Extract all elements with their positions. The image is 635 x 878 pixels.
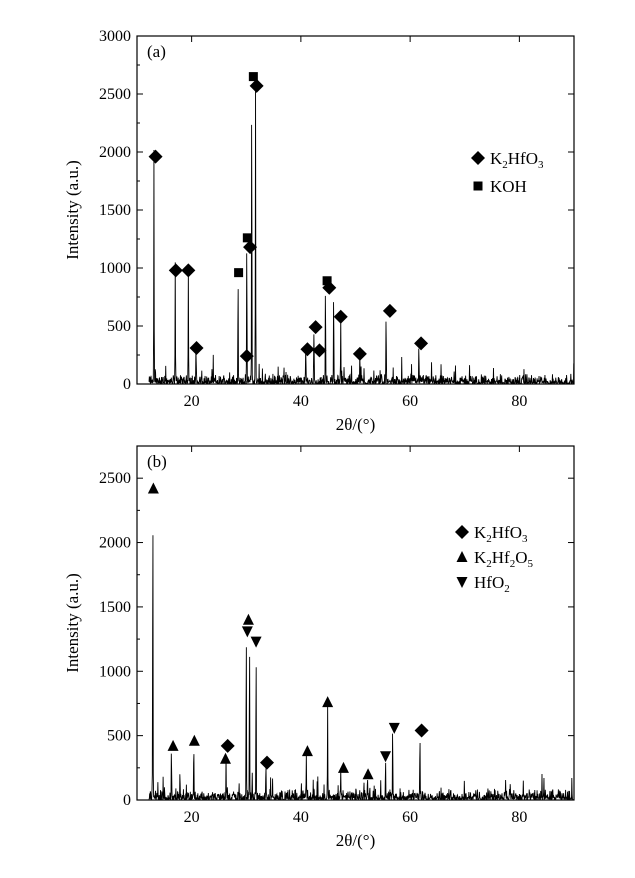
legend-square-icon bbox=[473, 181, 483, 191]
diamond-marker bbox=[181, 263, 196, 278]
diamond-marker bbox=[189, 341, 204, 356]
y-tick-label: 1000 bbox=[99, 260, 131, 277]
triangle-down-marker bbox=[380, 751, 392, 763]
triangle-down-marker bbox=[250, 636, 262, 648]
triangle-up-marker bbox=[242, 613, 254, 625]
diamond-marker bbox=[148, 149, 163, 164]
diamond-marker bbox=[352, 346, 367, 361]
legend-diamond-icon bbox=[471, 151, 485, 165]
y-tick-label: 1000 bbox=[99, 663, 131, 680]
legend: K2HfO3 KOH bbox=[471, 149, 544, 196]
triangle-up-marker bbox=[219, 752, 231, 764]
legend: K2HfO3 K2Hf2O5 HfO2 bbox=[455, 523, 534, 595]
chart-panel-b: 0 500 1000 1500 2000 2500 20 40 60 80 2θ/(°) Intens… bbox=[63, 445, 575, 850]
y-tick-label: 2500 bbox=[99, 470, 131, 487]
legend-label: KOH bbox=[490, 177, 527, 196]
triangle-up-marker bbox=[337, 761, 349, 773]
x-tick-label: 60 bbox=[402, 393, 418, 410]
x-tick-label: 20 bbox=[184, 809, 200, 826]
triangle-up-marker bbox=[147, 482, 159, 494]
square-marker bbox=[248, 72, 258, 82]
panel-label: (b) bbox=[147, 452, 167, 471]
chart-panel-a: 0 500 1000 1500 2000 2500 3000 20 40 60 80 2θ/(°) In… bbox=[63, 28, 575, 434]
diamond-marker bbox=[308, 320, 323, 335]
triangle-down-marker bbox=[388, 722, 400, 734]
diamond-marker bbox=[414, 336, 429, 351]
x-tick-label: 40 bbox=[293, 809, 309, 826]
y-tick-label: 500 bbox=[107, 728, 131, 745]
y-tick-label: 2000 bbox=[99, 144, 131, 161]
diamond-marker bbox=[414, 723, 429, 738]
plot-frame bbox=[136, 35, 575, 385]
legend-triangle-down-icon bbox=[456, 577, 468, 588]
y-tick-label: 500 bbox=[107, 318, 131, 335]
square-marker bbox=[242, 233, 252, 243]
legend-label: K2HfO3 bbox=[490, 149, 544, 171]
y-tick-label: 2000 bbox=[99, 535, 131, 552]
y-tick-label: 2500 bbox=[99, 86, 131, 103]
diamond-marker bbox=[220, 738, 235, 753]
legend-diamond-icon bbox=[455, 525, 469, 539]
diamond-marker bbox=[300, 342, 315, 357]
diamond-marker bbox=[239, 349, 254, 364]
x-tick-label: 80 bbox=[511, 809, 527, 826]
legend-label: K2Hf2O5 bbox=[474, 548, 534, 570]
diamond-marker bbox=[243, 240, 258, 255]
triangle-up-marker bbox=[362, 768, 374, 780]
legend-label: HfO2 bbox=[474, 573, 510, 595]
legend-label: K2HfO3 bbox=[474, 523, 528, 545]
legend-triangle-up-icon bbox=[456, 551, 468, 562]
diamond-marker bbox=[382, 303, 397, 318]
diamond-marker bbox=[168, 263, 183, 278]
x-axis-title: 2θ/(°) bbox=[336, 415, 376, 434]
diamond-marker bbox=[260, 755, 275, 770]
diamond-marker bbox=[333, 309, 348, 324]
panel-label: (a) bbox=[147, 42, 166, 61]
x-tick-label: 40 bbox=[293, 393, 309, 410]
xrd-pattern-line bbox=[148, 535, 574, 800]
y-tick-label: 3000 bbox=[99, 28, 131, 45]
y-axis-title: Intensity (a.u.) bbox=[63, 160, 82, 260]
triangle-up-marker bbox=[301, 745, 313, 757]
triangle-up-marker bbox=[322, 696, 334, 708]
x-tick-label: 20 bbox=[184, 393, 200, 410]
y-tick-label: 0 bbox=[123, 792, 131, 809]
y-tick-label: 1500 bbox=[99, 599, 131, 616]
xrd-pattern-line bbox=[148, 81, 574, 384]
x-axis-title: 2θ/(°) bbox=[336, 831, 376, 850]
y-tick-label: 1500 bbox=[99, 202, 131, 219]
x-tick-label: 80 bbox=[511, 393, 527, 410]
diamond-marker bbox=[249, 78, 264, 93]
y-tick-label: 0 bbox=[123, 376, 131, 393]
plot-frame bbox=[136, 445, 575, 801]
triangle-up-marker bbox=[188, 734, 200, 746]
y-axis-title: Intensity (a.u.) bbox=[63, 573, 82, 673]
triangle-down-marker bbox=[241, 626, 253, 638]
diamond-marker bbox=[312, 343, 327, 358]
triangle-up-marker bbox=[167, 739, 179, 751]
square-marker bbox=[234, 268, 244, 278]
x-tick-label: 60 bbox=[402, 809, 418, 826]
square-marker bbox=[322, 276, 332, 286]
